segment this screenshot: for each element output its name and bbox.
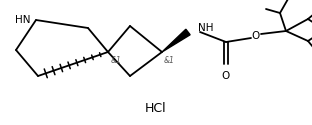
Text: &1: &1 [111, 56, 122, 65]
Text: &1: &1 [164, 56, 175, 65]
Polygon shape [162, 29, 190, 52]
Text: O: O [252, 31, 260, 41]
Text: HN: HN [14, 15, 30, 25]
Text: HCl: HCl [145, 102, 167, 114]
Text: O: O [222, 71, 230, 81]
Text: NH: NH [198, 23, 213, 33]
